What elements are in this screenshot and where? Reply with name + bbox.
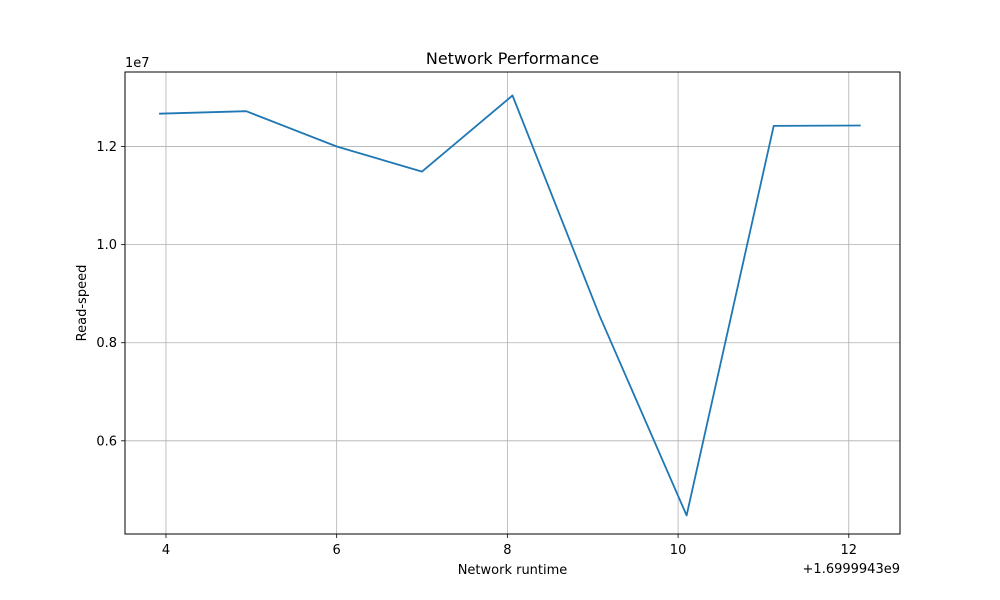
x-tick-label: 8 xyxy=(503,543,511,558)
plot-frame xyxy=(124,71,901,535)
series-line xyxy=(159,94,861,517)
chart-title: Network Performance xyxy=(426,49,599,68)
x-tick-label: 12 xyxy=(841,543,858,558)
series-lines xyxy=(159,94,861,517)
x-tick-label: 10 xyxy=(670,543,687,558)
y-tick-label: 1.0 xyxy=(96,238,117,253)
y-tick-label: 1.2 xyxy=(96,140,117,155)
x-tick-label: 4 xyxy=(162,543,170,558)
x-tick-label: 6 xyxy=(333,543,341,558)
axis-ticks: 4 6 8 10 12 0.6 0.8 1.0 1.2 xyxy=(96,140,857,558)
x-axis-label: Network runtime xyxy=(458,563,568,578)
grid-lines xyxy=(125,72,900,534)
y-tick-label: 0.8 xyxy=(96,336,117,351)
x-offset-label: +1.6999943e9 xyxy=(803,562,900,577)
y-tick-label: 0.6 xyxy=(96,434,117,449)
y-axis-label: Read-speed xyxy=(75,265,90,342)
y-scale-label: 1e7 xyxy=(125,56,150,71)
